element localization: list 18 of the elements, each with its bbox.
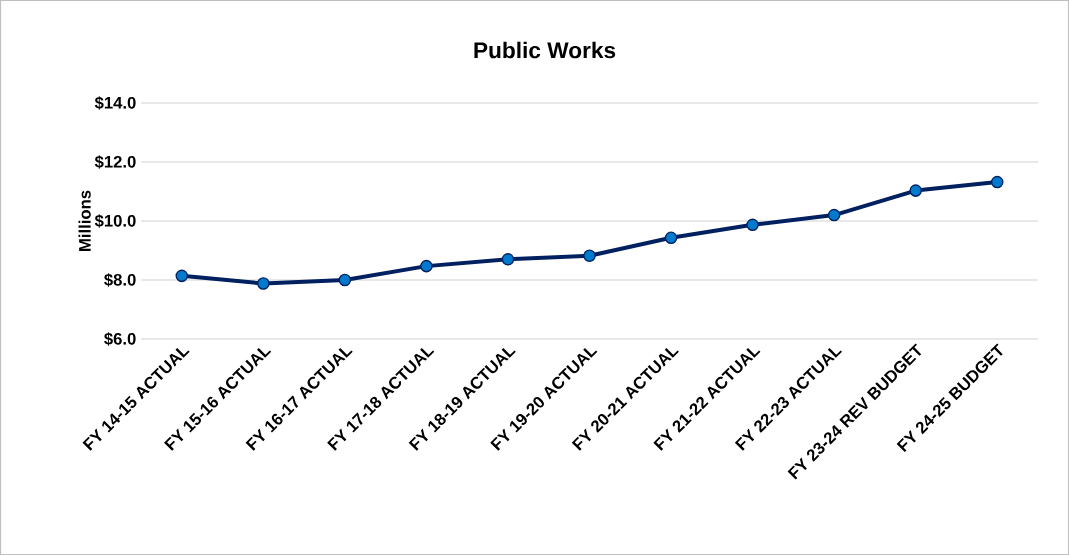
point	[175, 269, 189, 283]
y-tick-label: $14.0	[94, 96, 136, 110]
y-tick-label: $10.0	[94, 214, 136, 228]
point	[420, 259, 433, 273]
y-tick-label: $6.0	[104, 332, 136, 346]
point	[583, 249, 596, 263]
point	[909, 184, 922, 197]
chart-title: Public Works	[474, 41, 616, 59]
y-axis-title: Millions	[78, 190, 91, 251]
point	[827, 208, 841, 222]
point	[664, 231, 678, 245]
y-tick-label: $8.0	[104, 273, 136, 287]
point	[990, 175, 1004, 189]
y-tick-label: $12.0	[94, 155, 136, 169]
point	[746, 218, 759, 232]
point	[257, 277, 270, 290]
point	[501, 253, 515, 266]
point	[338, 273, 352, 287]
